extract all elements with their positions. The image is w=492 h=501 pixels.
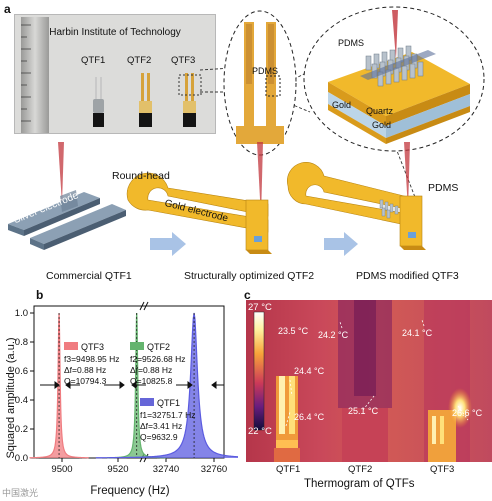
y-tick-2: 0.4 (15, 395, 28, 406)
legend-qtf3: QTF3 f3=9498.95 Hz Δf=0.88 Hz Q=10794.3 (64, 342, 120, 386)
legend-name-qtf2: QTF2 (147, 342, 170, 352)
panel-a-label: a (4, 2, 11, 16)
photo-label-qtf1: QTF1 (81, 55, 106, 66)
temp-qtf2-top: 24.2 °C (318, 330, 349, 340)
photo-label-qtf2: QTF2 (127, 55, 152, 66)
circle-quartz: Quartz (366, 106, 394, 116)
thermo-label-qtf1: QTF1 (276, 464, 301, 475)
y-tick-4: 0.8 (15, 337, 28, 348)
legend-qtf2: QTF2 f2=9526.68 Hz Δf=0.88 Hz Q=10825.8 (130, 342, 186, 386)
x-tick-1: 9520 (107, 464, 128, 475)
y-tick-labels: 0.0 0.2 0.4 0.6 0.8 1.0 (15, 308, 34, 464)
circle-gold-bottom: Gold (372, 120, 392, 130)
panel-b-label: b (36, 288, 44, 302)
temp-qtf3-top: 24.1 °C (402, 328, 433, 338)
qtf-photo: Harbin Institute of Technology QTF1 QTF2… (14, 14, 216, 134)
photo-forks (93, 73, 202, 127)
thermo-label-qtf2: QTF2 (348, 464, 373, 475)
legend-q-qtf2: Q=10825.8 (130, 376, 173, 386)
ruler-ticks (21, 24, 31, 122)
y-tick-3: 0.6 (15, 366, 28, 377)
legend-df-qtf2: Δf=0.88 Hz (130, 365, 172, 375)
fork-zoom-oval (223, 10, 297, 156)
institute-name: Harbin Institute of Technology (49, 27, 181, 38)
legend-qtf1: QTF1 f1=32751.7 Hz Δf=3.41 Hz Q=9632.9 (140, 398, 196, 442)
fwhm-arrows (40, 381, 224, 389)
caption-qtf1: Commercial QTF1 (46, 270, 132, 282)
legend-q-qtf3: Q=10794.3 (64, 376, 107, 386)
resonance-chart: Squared amplitude (a.u.) Frequency (Hz) … (5, 301, 238, 497)
x-axis-label: Frequency (Hz) (90, 485, 169, 497)
thermogram (246, 300, 492, 462)
thermo-label-qtf3: QTF3 (430, 464, 455, 475)
y-axis-label: Squared amplitude (a.u.) (5, 337, 17, 458)
circle-gold-top: Gold (332, 100, 352, 110)
thermogram-caption: Thermogram of QTFs (304, 478, 415, 490)
legend-q-qtf1: Q=9632.9 (140, 432, 178, 442)
ruler (21, 17, 49, 133)
photo-label-qtf3: QTF3 (171, 55, 196, 66)
legend-f-qtf1: f1=32751.7 Hz (140, 410, 196, 420)
legend-df-qtf3: Δf=0.88 Hz (64, 365, 106, 375)
y-tick-0: 0.0 (15, 453, 28, 464)
x-tick-labels: 9500 9520 32740 32760 (51, 458, 227, 475)
colorbar-max: 27 °C (248, 302, 272, 313)
label-pdms-qtf3: PDMS (428, 182, 459, 194)
layer-zoom-circle (303, 6, 485, 152)
x-tick-2: 32740 (153, 464, 179, 475)
legend-f-qtf3: f3=9498.95 Hz (64, 354, 120, 364)
x-tick-3: 32760 (201, 464, 227, 475)
y-tick-5: 1.0 (15, 308, 28, 319)
temp-qtf3-fork: 26.6 °C (452, 408, 483, 418)
small-oval-pdms: PDMS (252, 66, 279, 76)
caption-qtf3: PDMS modified QTF3 (356, 270, 459, 282)
y-tick-1: 0.2 (15, 424, 28, 435)
temp-qtf1-lower: 26.4 °C (294, 412, 325, 422)
temp-qtf2-fork: 25.1 °C (348, 406, 379, 416)
legend-swatch-qtf2 (130, 342, 144, 350)
panel-c-label: c (244, 288, 251, 302)
legend-swatch-qtf1 (140, 398, 154, 406)
legend-name-qtf1: QTF1 (157, 398, 180, 408)
label-round-head: Round-head (112, 170, 170, 182)
x-tick-0: 9500 (51, 464, 72, 475)
watermark: 中国激光 (2, 488, 39, 498)
colorbar-min: 22 °C (248, 426, 272, 437)
temp-qtf1-upper: 24.4 °C (294, 366, 325, 376)
legend-swatch-qtf3 (64, 342, 78, 350)
legend-name-qtf3: QTF3 (81, 342, 104, 352)
caption-qtf2: Structurally optimized QTF2 (184, 270, 315, 282)
qtf-structures (8, 142, 426, 256)
circle-pdms: PDMS (338, 38, 365, 48)
temp-bg-left: 23.5 °C (278, 326, 309, 336)
colorbar (253, 311, 265, 431)
legend-df-qtf1: Δf=3.41 Hz (140, 421, 182, 431)
legend-f-qtf2: f2=9526.68 Hz (130, 354, 186, 364)
